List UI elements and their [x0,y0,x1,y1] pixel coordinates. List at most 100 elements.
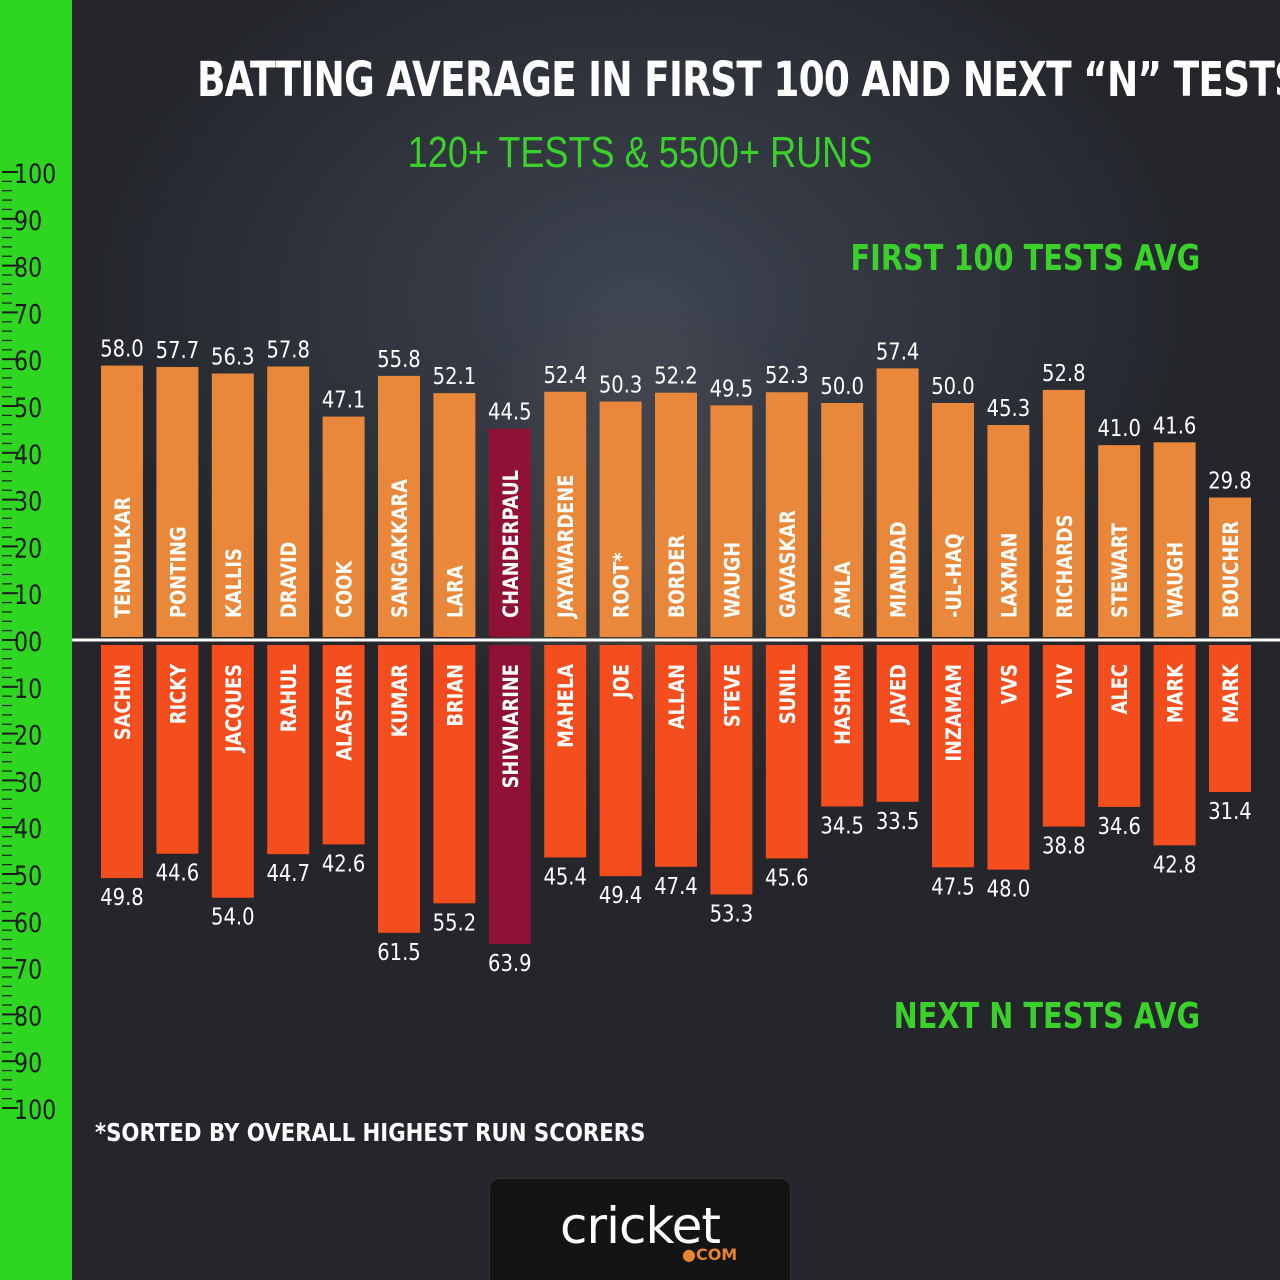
bar-label-surname: JAYAWARDENE [554,475,579,620]
data-label-first-100: 41.6 [1153,413,1197,440]
bar-first-100 [156,366,199,637]
ruler-label: 100 [14,1094,56,1126]
bar-first-100 [987,424,1030,637]
bar-label-surname: CHANDERPAUL [498,470,523,618]
ruler-label: 40 [14,813,42,845]
bar-label-surname: ROOT* [609,552,634,618]
ruler-label: 90 [14,205,42,237]
data-label-next-n: 42.8 [1153,852,1197,879]
bar-first-100 [876,368,919,637]
bar-first-100 [322,416,365,637]
bar-label-surname: PONTING [166,526,191,618]
data-label-first-100: 44.5 [488,399,532,426]
ruler-label: 30 [14,766,42,798]
data-label-next-n: 34.6 [1097,813,1141,840]
bar-next-n [599,645,642,877]
data-label-first-100: 52.8 [1042,360,1086,387]
bar-next-n [544,645,587,858]
bar-label-surname: COOK [332,560,357,618]
ruler-label: 20 [14,719,42,751]
data-label-first-100: 52.2 [654,363,698,390]
data-label-next-n: 53.3 [710,901,754,928]
bar-first-100 [655,392,697,637]
data-label-next-n: 38.8 [1042,833,1086,860]
bar-next-n [710,645,753,895]
footnote: *SORTED BY OVERALL HIGHEST RUN SCORERS [95,1118,646,1147]
data-label-first-100: 50.0 [820,374,864,401]
data-label-first-100: 50.0 [931,374,975,401]
bar-label-firstname: RICKY [166,663,191,724]
data-label-next-n: 63.9 [488,951,532,978]
legend-next-n: NEXT N TESTS AVG [893,996,1200,1037]
ruler-label: 20 [14,532,42,564]
chart-subtitle: 120+ TESTS & 5500+ RUNS [407,128,873,177]
bar-next-n [1098,645,1141,807]
logo-wordmark: cricket [560,1197,721,1255]
data-label-next-n: 49.8 [100,885,144,912]
ruler-label: 10 [14,579,42,611]
data-label-first-100: 57.4 [876,339,920,366]
bar-first-100 [488,428,531,637]
data-label-next-n: 31.4 [1208,798,1252,825]
data-label-next-n: 34.5 [820,813,864,840]
bar-next-n [655,645,697,867]
data-label-first-100: 52.1 [433,364,477,391]
bar-next-n [378,645,420,933]
bar-label-firstname: JOE [609,664,634,700]
bar-first-100 [267,366,310,637]
data-label-next-n: 61.5 [377,939,421,966]
bar-next-n [1042,645,1085,827]
ruler-label: 100 [14,158,56,190]
bar-label-surname: GAVASKAR [775,510,800,618]
bar-next-n [932,645,974,868]
data-label-next-n: 44.7 [266,861,310,888]
bar-label-firstname: SUNIL [775,664,800,724]
data-label-first-100: 41.0 [1097,416,1141,443]
bar-next-n [987,645,1030,870]
bar-first-100 [544,391,587,637]
data-label-next-n: 42.6 [322,851,366,878]
legend-first-100: FIRST 100 TESTS AVG [850,238,1200,279]
bar-label-firstname: VVS [997,664,1022,704]
data-label-next-n: 45.4 [543,864,587,891]
bar-label-firstname: ALEC [1108,664,1133,714]
bar-next-n [765,645,808,859]
ruler-label: 40 [14,439,42,471]
bar-first-100 [211,373,254,637]
data-label-first-100: 50.3 [599,372,643,399]
bar-label-surname: STEWART [1108,522,1133,618]
bar-label-firstname: SHIVNARINE [498,664,523,788]
bar-next-n [821,645,864,807]
bar-label-firstname: INZAMAM [942,664,967,762]
ruler-label: 80 [14,251,42,283]
bar-next-n [1153,645,1196,846]
data-label-next-n: 47.4 [654,873,698,900]
data-label-first-100: 52.4 [543,362,587,389]
bar-first-100 [1042,389,1085,637]
bar-label-surname: BORDER [665,535,690,618]
bar-label-surname: -UL-HAQ [942,533,967,618]
bar-label-firstname: ALLAN [665,664,690,729]
bar-label-surname: KALLIS [221,548,246,618]
ruler-label: 50 [14,392,42,424]
bar-next-n [211,645,254,898]
bar-next-n [101,645,143,879]
bar-next-n [156,645,199,854]
bar-first-100 [378,375,420,637]
bar-label-surname: DRAVID [277,542,302,618]
bar-label-surname: TENDULKAR [111,497,136,618]
bar-next-n [267,645,310,855]
bar-label-firstname: KUMAR [388,664,413,737]
data-label-first-100: 49.5 [710,376,754,403]
data-label-next-n: 45.6 [765,865,809,892]
bar-label-firstname: MARK [1163,663,1188,723]
data-label-next-n: 47.5 [931,874,975,901]
ruler-label: 00 [14,626,42,658]
bar-label-surname: AMLA [831,561,856,618]
bar-label-surname: WAUGH [720,542,745,618]
cricket-com-logo: cricket ●COM [489,1178,791,1280]
bar-label-surname: WAUGH [1163,542,1188,618]
ruler-label: 50 [14,860,42,892]
